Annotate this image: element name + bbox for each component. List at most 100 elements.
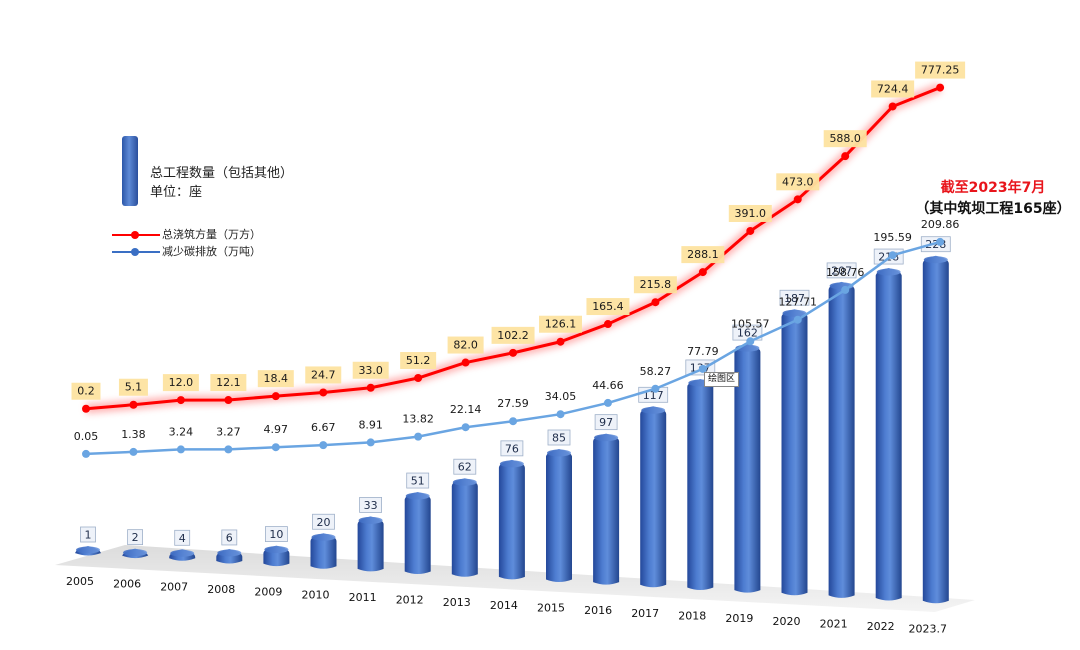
bar-value-text-2015: 85 bbox=[552, 432, 566, 445]
bar-2010 bbox=[310, 533, 337, 569]
pour-line-label-box-2006 bbox=[118, 378, 148, 396]
bar-value-box-2013 bbox=[453, 458, 477, 475]
bar-2006 bbox=[122, 548, 149, 559]
x-tick-2021: 2021 bbox=[820, 617, 848, 630]
bar-body-2018 bbox=[687, 378, 714, 590]
bar-cap-2020 bbox=[782, 309, 807, 317]
x-tick-2015: 2015 bbox=[537, 602, 565, 615]
bar-value-box-2020 bbox=[779, 289, 810, 306]
pour-line-label-text-2023.7: 777.25 bbox=[921, 64, 960, 77]
annotation-date: 截至2023年7月 bbox=[940, 180, 1046, 196]
x-tick-2009: 2009 bbox=[254, 586, 282, 599]
carbon-line-label-text-2020: 127.71 bbox=[779, 296, 818, 309]
carbon-line-label-2016: 44.66 bbox=[592, 379, 624, 392]
bar-2014 bbox=[498, 459, 525, 580]
pour-line-label-text-2011: 33.0 bbox=[358, 364, 383, 377]
bar-2011 bbox=[357, 516, 384, 572]
carbon-line-label-2019: 105.57 bbox=[731, 317, 770, 330]
chart-annotation: 截至2023年7月 （其中筑坝工程165座） bbox=[908, 178, 1078, 220]
pour-line-label-text-2008: 12.1 bbox=[216, 376, 241, 389]
x-tick-2011: 2011 bbox=[349, 591, 377, 604]
bar-2022 bbox=[875, 268, 902, 601]
carbon-line-point-2018 bbox=[698, 364, 707, 373]
bar-value-box-2007 bbox=[174, 529, 191, 546]
x-tick-2008: 2008 bbox=[207, 583, 235, 596]
carbon-line-label-text-2017: 58.27 bbox=[640, 365, 672, 378]
pour-line-label-2017: 215.8 bbox=[633, 276, 677, 294]
x-tick-2023.7: 2023.7 bbox=[909, 623, 948, 636]
carbon-line-label-2005: 0.05 bbox=[74, 430, 99, 443]
pour-line-label-2005: 0.2 bbox=[71, 382, 101, 400]
pour-line-label-text-2009: 18.4 bbox=[264, 372, 289, 385]
carbon-line-point-2012 bbox=[414, 432, 423, 441]
carbon-line-label-text-2011: 8.91 bbox=[358, 418, 383, 431]
bar-value-text-2012: 51 bbox=[411, 475, 425, 488]
carbon-line-point-2005 bbox=[82, 449, 90, 458]
bar-value-box-2009 bbox=[264, 526, 288, 542]
carbon-line-label-text-2015: 34.05 bbox=[545, 390, 577, 403]
pour-line-label-2016: 165.4 bbox=[586, 298, 630, 316]
pour-line-label-2020: 473.0 bbox=[776, 173, 820, 191]
pour-line-label-2006: 5.1 bbox=[118, 378, 148, 396]
pour-line-label-text-2015: 126.1 bbox=[545, 318, 577, 331]
carbon-line-point-2022 bbox=[888, 251, 897, 260]
pour-line-label-text-2005: 0.2 bbox=[77, 385, 95, 398]
bar-value-label-2022: 218 bbox=[873, 248, 904, 265]
bar-value-label-2008: 6 bbox=[221, 529, 238, 546]
pour-line-label-text-2007: 12.0 bbox=[169, 376, 194, 389]
legend-bar-title: 总工程数量（包括其他） bbox=[150, 166, 294, 181]
pour-line-point-2013 bbox=[461, 358, 470, 367]
pour-line-label-2019: 391.0 bbox=[728, 204, 772, 222]
pour-line-point-2022 bbox=[888, 102, 897, 111]
carbon-line-label-text-2012: 13.82 bbox=[402, 413, 434, 426]
bar-value-box-2005 bbox=[80, 526, 96, 543]
carbon-line-label-text-2019: 105.57 bbox=[731, 317, 770, 330]
pour-line-label-2013: 82.0 bbox=[447, 336, 484, 354]
carbon-line-label-text-2023.7: 209.86 bbox=[921, 218, 960, 231]
carbon-line-point-2008 bbox=[224, 445, 233, 454]
bar-value-label-2011: 33 bbox=[359, 496, 383, 513]
pour-line-point-2006 bbox=[129, 400, 138, 409]
bar-value-label-2016: 97 bbox=[594, 414, 618, 431]
pour-line-label-2021: 588.0 bbox=[823, 130, 867, 148]
pour-line-point-2019 bbox=[746, 226, 755, 235]
bar-cap-2022 bbox=[876, 268, 901, 276]
pour-line-label-box-2017 bbox=[633, 276, 677, 294]
pour-line-label-box-2008 bbox=[210, 374, 247, 392]
bar-value-text-2010: 20 bbox=[317, 516, 331, 529]
pour-line-label-2012: 51.2 bbox=[400, 352, 437, 370]
plot-area-tag: 绘图区 bbox=[704, 372, 740, 387]
pour-line-label-text-2021: 588.0 bbox=[829, 132, 861, 145]
pour-line-label-box-2010 bbox=[305, 366, 342, 384]
bar-2016 bbox=[593, 433, 620, 585]
bar-cap-2014 bbox=[499, 460, 524, 468]
pour-line-label-text-2010: 24.7 bbox=[311, 368, 336, 381]
bar-2005 bbox=[75, 546, 101, 556]
x-tick-2006: 2006 bbox=[113, 578, 141, 591]
pour-line-label-text-2016: 165.4 bbox=[592, 300, 624, 313]
pour-line-point-2012 bbox=[414, 374, 423, 383]
carbon-line-point-2016 bbox=[603, 398, 612, 407]
pour-line-point-2021 bbox=[841, 152, 850, 161]
bar-body-2010 bbox=[310, 533, 337, 569]
carbon-line-label-2014: 27.59 bbox=[497, 397, 529, 410]
pour-line-point-2005 bbox=[82, 404, 90, 413]
bar-value-text-2019: 162 bbox=[737, 327, 758, 340]
bar-value-box-2011 bbox=[359, 496, 383, 513]
bar-value-text-2014: 76 bbox=[505, 442, 519, 455]
carbon-line-label-2017: 58.27 bbox=[640, 365, 672, 378]
carbon-line-label-text-2009: 4.97 bbox=[264, 423, 289, 436]
bar-cap-2013 bbox=[452, 478, 477, 486]
bar-2012 bbox=[404, 492, 431, 575]
bar-2021 bbox=[828, 281, 855, 598]
annotation-dam-count: （其中筑坝工程165座） bbox=[915, 201, 1071, 217]
pour-line-label-box-2013 bbox=[447, 336, 484, 354]
bar-cap-2005 bbox=[76, 546, 100, 554]
carbon-line-label-2009: 4.97 bbox=[264, 423, 289, 436]
carbon-line-label-2022: 195.59 bbox=[873, 231, 912, 244]
bar-cap-2023.7 bbox=[923, 256, 948, 264]
pour-line-label-box-2016 bbox=[586, 298, 630, 316]
pour-line-label-2015: 126.1 bbox=[539, 315, 582, 333]
bar-value-label-2021: 207 bbox=[826, 262, 857, 279]
bar-2015 bbox=[546, 449, 572, 582]
